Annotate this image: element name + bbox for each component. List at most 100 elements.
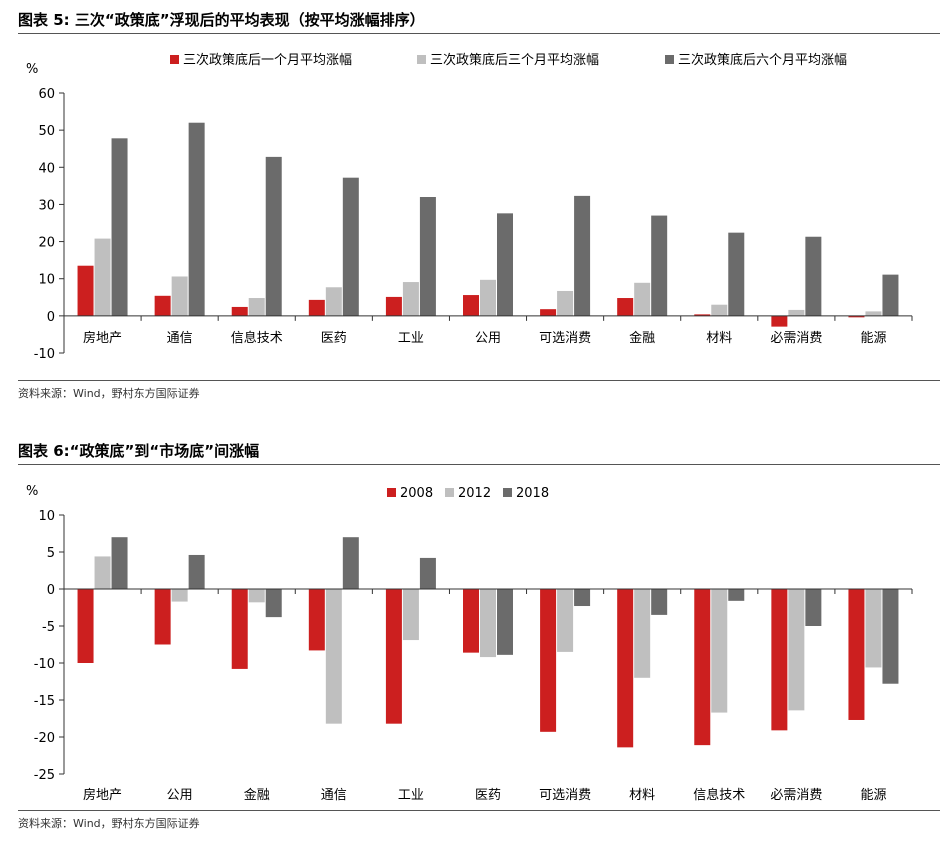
- chart2-bar-6-2: [574, 589, 591, 607]
- chart2-title: 图表 6:“政策底”到“市场底”间涨幅: [18, 442, 260, 460]
- chart1-bar-8-0: [694, 314, 711, 316]
- chart2-bar-2-2: [265, 589, 282, 618]
- chart2-bar-1-1: [171, 589, 188, 602]
- chart2-category-label: 金融: [244, 787, 270, 803]
- chart1-bar-4-1: [402, 282, 419, 316]
- chart2-bar-9-2: [805, 589, 822, 626]
- chart1-bar-3-2: [342, 177, 359, 316]
- chart2-bottom-rule: [18, 810, 940, 811]
- chart2-category-label: 能源: [860, 788, 886, 803]
- chart1-category-label: 信息技术: [231, 330, 283, 346]
- chart1-source: 资料来源：Wind，野村东方国际证券: [18, 387, 200, 400]
- chart2-legend-swatch-0: [387, 488, 396, 497]
- chart2-bar-0-0: [77, 589, 94, 663]
- chart2-bar-2-0: [231, 589, 248, 669]
- chart2-legend-label-1: 2012: [458, 486, 491, 501]
- chart1-bar-2-1: [248, 298, 265, 316]
- chart1-bar-9-1: [788, 309, 805, 316]
- chart1-bar-9-0: [771, 315, 788, 327]
- chart2-category-label: 通信: [321, 788, 347, 803]
- chart2-legend-label-0: 2008: [400, 486, 433, 501]
- chart2-ytick-label: -20: [34, 731, 55, 746]
- chart2-bar-4-0: [385, 589, 402, 724]
- chart1-category-label: 可选消费: [539, 331, 591, 346]
- chart1-ytick-label: 0: [47, 310, 55, 325]
- chart1-bar-9-2: [805, 236, 822, 316]
- chart2-bar-6-1: [557, 589, 574, 652]
- chart2-bar-9-1: [788, 589, 805, 711]
- chart1-category-label: 金融: [629, 330, 655, 346]
- chart2-bar-7-1: [634, 589, 651, 678]
- chart2-bar-0-1: [94, 556, 111, 589]
- chart1-category-label: 公用: [475, 331, 501, 346]
- chart1-ytick-label: 60: [38, 87, 55, 102]
- chart1-bar-7-2: [651, 215, 668, 316]
- chart1-ylabel: %: [26, 62, 38, 77]
- chart2-bar-8-2: [728, 589, 745, 601]
- chart1-bar-6-2: [574, 195, 591, 316]
- chart2-bar-1-0: [154, 589, 171, 645]
- chart1-category-label: 通信: [167, 331, 193, 346]
- chart1-bar-7-0: [617, 298, 634, 316]
- chart2-ytick-label: 10: [38, 509, 55, 524]
- chart1-title: 图表 5: 三次“政策底”浮现后的平均表现（按平均涨幅排序）: [18, 11, 425, 29]
- chart2-source: 资料来源：Wind，野村东方国际证券: [18, 817, 200, 830]
- chart1-bar-3-0: [308, 299, 325, 316]
- chart1-bar-10-1: [865, 311, 882, 316]
- chart2-bar-5-1: [480, 589, 496, 658]
- chart2-category-label: 材料: [629, 788, 655, 803]
- chart1-legend-label-2: 三次政策底后六个月平均涨幅: [678, 52, 847, 68]
- chart1-legend-label-0: 三次政策底后一个月平均涨幅: [183, 52, 352, 68]
- chart1-ytick-label: 20: [38, 236, 55, 251]
- chart1-title-rule: [18, 33, 940, 34]
- chart1-ytick-label: 40: [38, 161, 55, 176]
- chart2-legend-swatch-2: [503, 488, 512, 497]
- chart1-bar-1-2: [188, 122, 205, 316]
- chart1-bar-0-1: [94, 238, 111, 316]
- chart1-category-label: 材料: [706, 331, 732, 346]
- chart1-svg: %60 50 40 30 20 10 0 -10 房地产 通信 信息技术 医药 工业 公用 可选消费 金融 材料…: [26, 52, 913, 362]
- chart2-bar-2-1: [248, 589, 265, 603]
- chart1-bar-0-2: [111, 138, 128, 316]
- chart1-ytick-label: 10: [38, 273, 55, 288]
- chart1-bar-7-1: [634, 282, 651, 316]
- chart2-bar-5-2: [497, 589, 513, 655]
- chart2-bar-3-1: [325, 589, 342, 724]
- chart1-category-label: 医药: [321, 331, 347, 346]
- chart1-category-label: 能源: [860, 331, 886, 346]
- chart1-bar-4-2: [419, 197, 436, 316]
- chart1-ytick-label: 50: [38, 124, 55, 139]
- chart1-bar-1-0: [154, 295, 171, 316]
- chart1-ytick-label: -10: [34, 347, 55, 362]
- chart2-legend-swatch-1: [445, 488, 454, 497]
- chart2-title-rule: [18, 464, 940, 465]
- chart1-bar-5-0: [463, 295, 479, 316]
- chart1-category-label: 房地产: [83, 330, 122, 346]
- chart2-bar-4-1: [402, 589, 419, 641]
- chart2-bar-3-0: [308, 589, 325, 651]
- chart2-ytick-label: -5: [42, 620, 55, 635]
- chart2-ylabel: %: [26, 484, 38, 499]
- chart1-bar-6-0: [540, 309, 557, 316]
- chart2-legend-label-2: 2018: [516, 486, 549, 501]
- chart1-bar-5-2: [497, 213, 513, 316]
- chart1-bottom-rule: [18, 380, 940, 381]
- chart2-ytick-label: -15: [34, 694, 55, 709]
- chart2-category-label: 公用: [167, 788, 193, 803]
- chart1-bar-10-0: [848, 315, 865, 318]
- chart2-ytick-label: -25: [34, 768, 55, 783]
- chart1-bar-4-0: [385, 296, 402, 316]
- chart1-bar-3-1: [325, 287, 342, 316]
- chart1-bar-2-2: [265, 156, 282, 316]
- chart2-bar-7-0: [617, 589, 634, 748]
- chart1-bar-8-2: [728, 232, 745, 316]
- chart1-bar-2-0: [231, 306, 248, 316]
- chart1-bar-5-1: [480, 279, 496, 316]
- chart1-bar-1-1: [171, 276, 188, 316]
- chart2-bar-10-2: [882, 589, 899, 684]
- chart2-bar-7-2: [651, 589, 668, 615]
- chart2-ytick-label: 5: [47, 546, 55, 561]
- chart2-ytick-label: -10: [34, 657, 55, 672]
- chart2-category-label: 房地产: [83, 787, 122, 803]
